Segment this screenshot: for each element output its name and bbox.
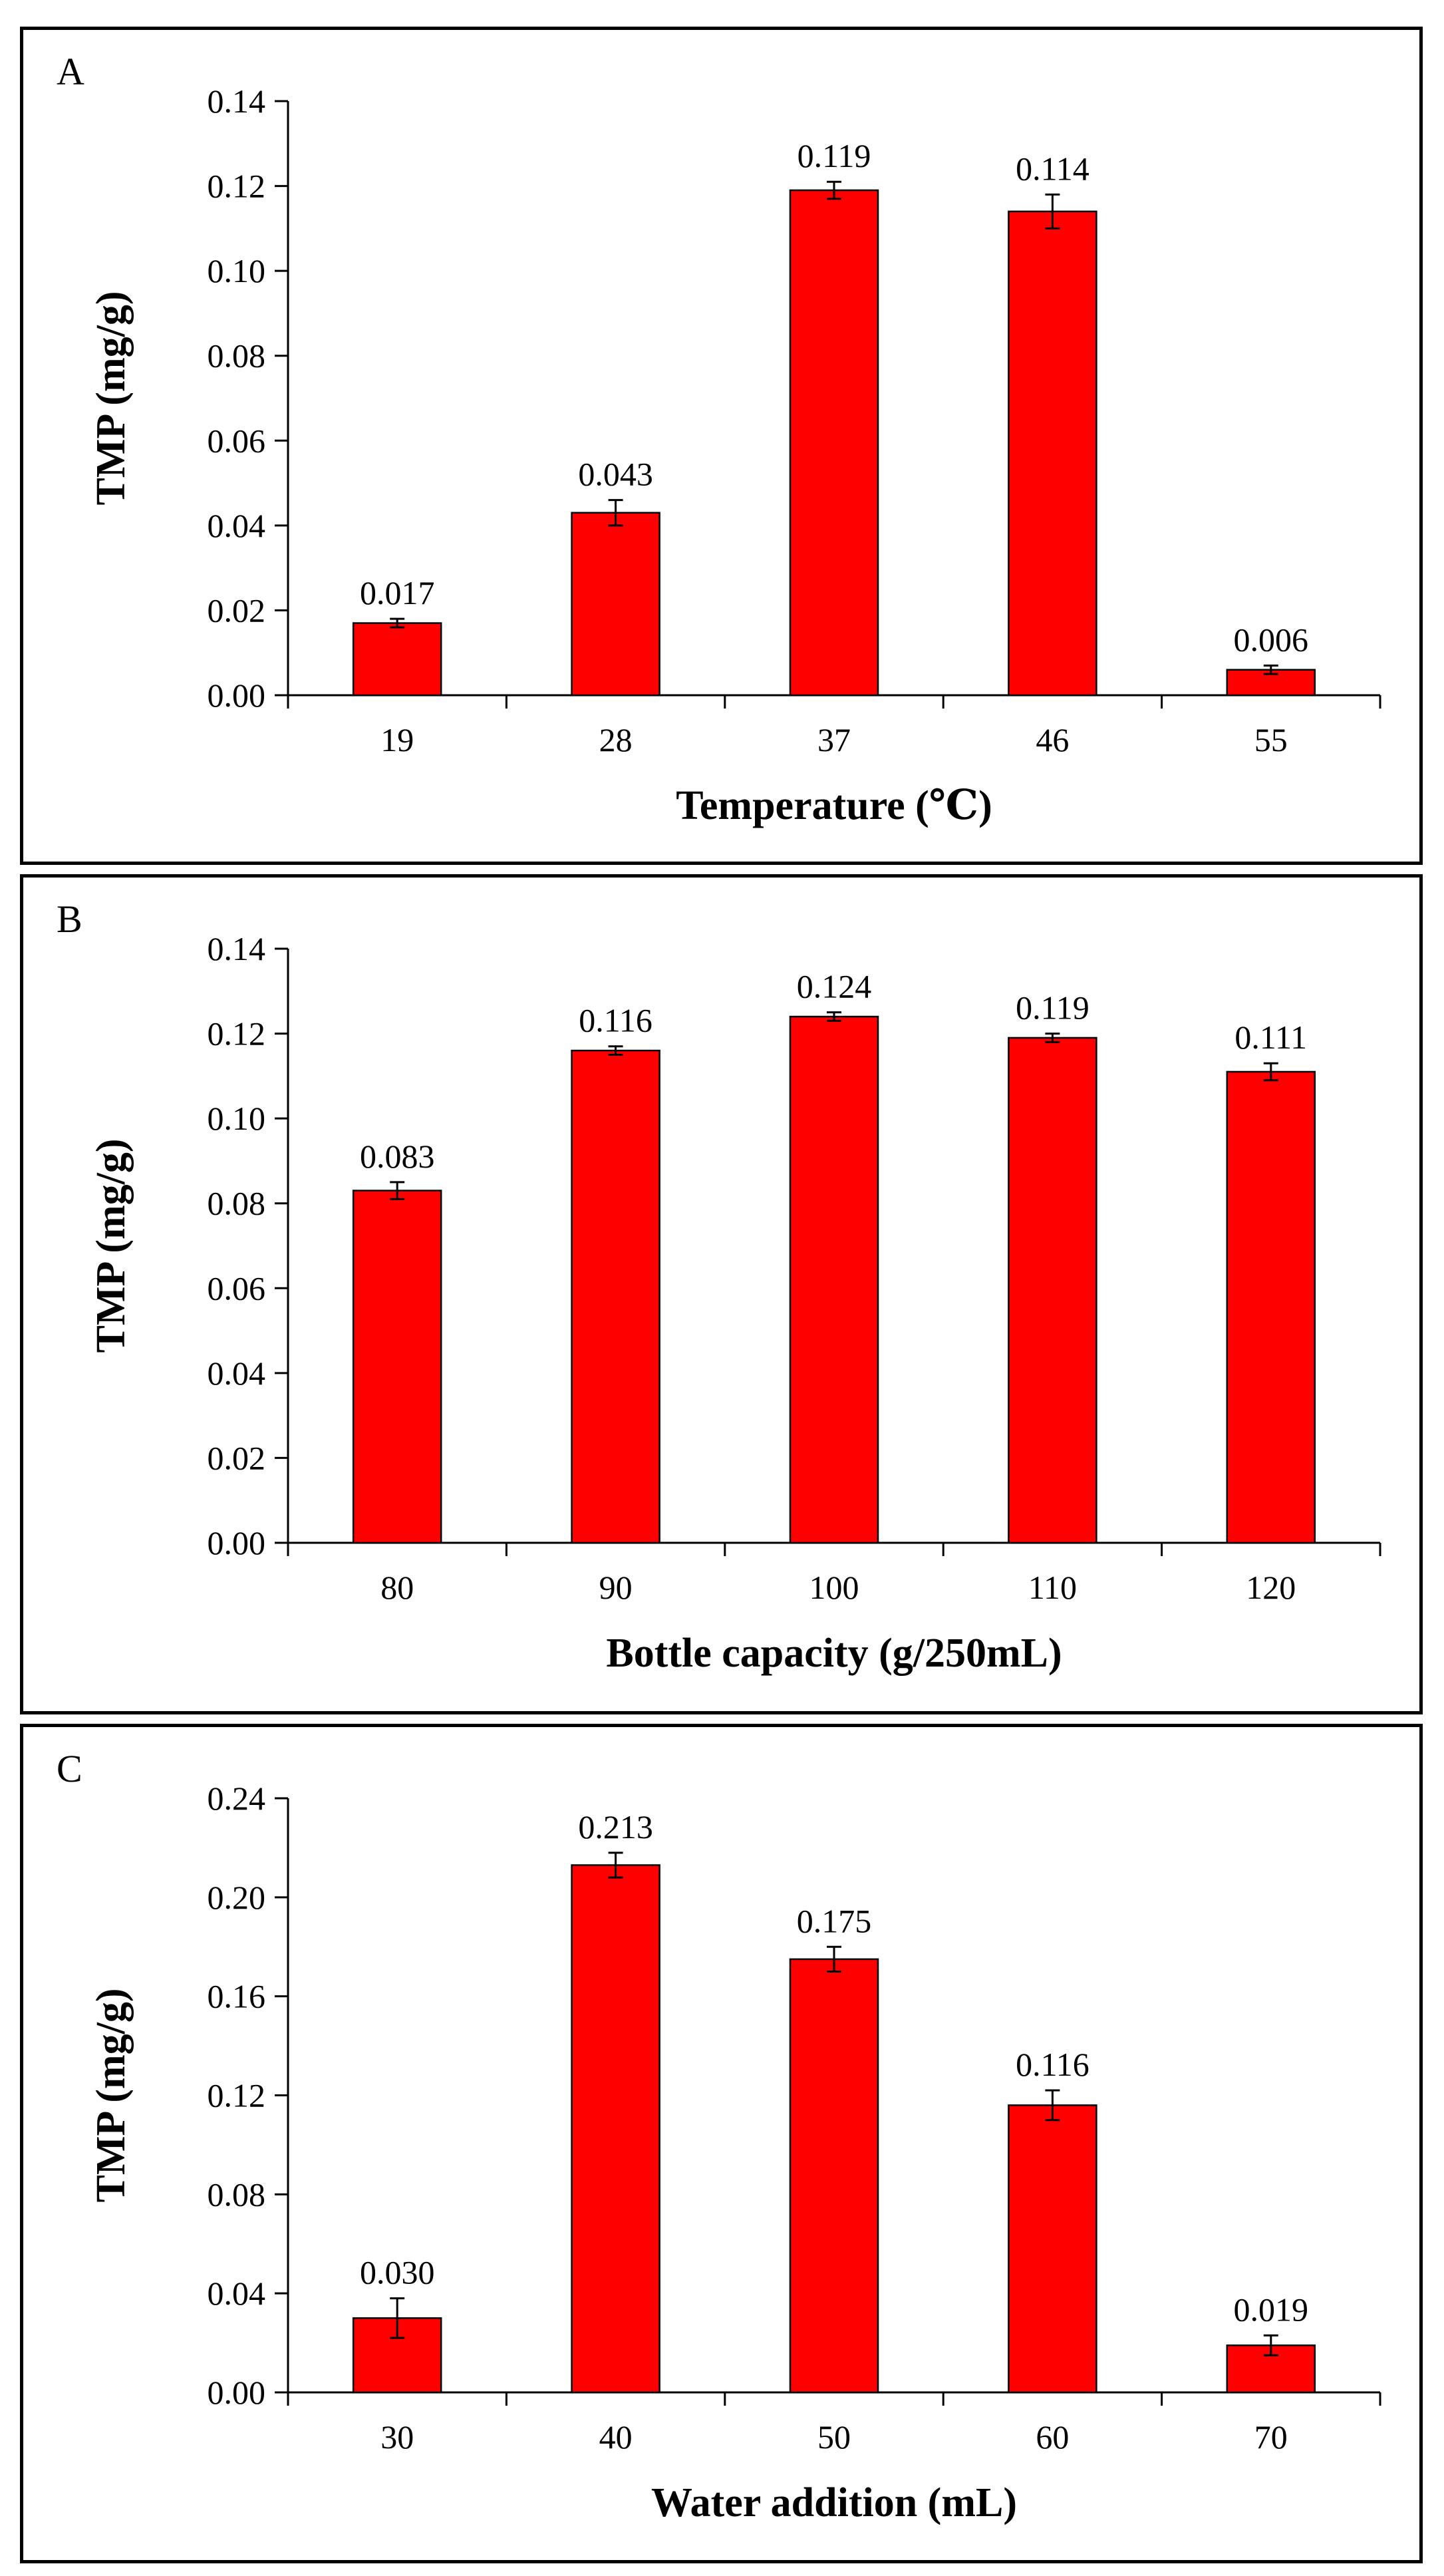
bar bbox=[1008, 1037, 1097, 1544]
x-tick-label: 60 bbox=[1036, 2418, 1069, 2456]
x-tick-label: 80 bbox=[380, 1569, 414, 1606]
bar bbox=[571, 1864, 660, 2394]
y-tick-label: 0.16 bbox=[208, 1978, 266, 2015]
bar bbox=[352, 622, 442, 697]
x-tick-label: 19 bbox=[380, 721, 414, 758]
x-tick-label: 120 bbox=[1246, 1569, 1296, 1606]
y-tick-label: 0.12 bbox=[208, 1015, 266, 1052]
panel-label: C bbox=[57, 1747, 82, 1790]
y-axis-title: TMP (mg/g) bbox=[88, 291, 134, 506]
y-tick-label: 0.20 bbox=[208, 1879, 266, 1916]
data-label: 0.043 bbox=[578, 456, 653, 493]
x-tick-label: 37 bbox=[817, 721, 851, 758]
panel-label: A bbox=[57, 50, 84, 93]
data-label: 0.111 bbox=[1234, 1019, 1307, 1056]
bar bbox=[789, 189, 879, 697]
chart-panel-a: A 0.00 0.02 0.04 0.06 0.08 0.10 0.12 0.14 0.017 19… bbox=[20, 27, 1423, 865]
x-tick-label: 70 bbox=[1254, 2418, 1288, 2456]
data-label: 0.083 bbox=[360, 1138, 435, 1175]
y-tick-label: 0.08 bbox=[208, 1185, 266, 1222]
y-tick-label: 0.02 bbox=[208, 1439, 266, 1476]
y-axis-title: TMP (mg/g) bbox=[88, 1139, 134, 1353]
bar bbox=[789, 1015, 879, 1544]
y-tick-label: 0.02 bbox=[208, 591, 266, 629]
x-tick-label: 55 bbox=[1254, 721, 1288, 758]
x-axis-title: Temperature (℃) bbox=[676, 783, 992, 828]
data-label: 0.017 bbox=[360, 574, 435, 611]
x-axis-title: Water addition (mL) bbox=[651, 2480, 1017, 2525]
x-tick-label: 50 bbox=[817, 2418, 851, 2456]
bar bbox=[789, 1958, 879, 2394]
y-tick-label: 0.08 bbox=[208, 2175, 266, 2213]
bar bbox=[1008, 2104, 1097, 2394]
data-label: 0.119 bbox=[1016, 989, 1089, 1027]
y-tick-label: 0.06 bbox=[208, 422, 266, 459]
data-label: 0.006 bbox=[1234, 621, 1309, 658]
x-tick-label: 46 bbox=[1036, 721, 1069, 758]
data-label: 0.019 bbox=[1234, 2291, 1309, 2328]
panel-label: B bbox=[57, 897, 82, 941]
x-tick-label: 40 bbox=[599, 2418, 633, 2456]
x-tick-label: 28 bbox=[599, 721, 633, 758]
y-tick-label: 0.00 bbox=[208, 2374, 266, 2411]
y-tick-label: 0.04 bbox=[208, 1355, 266, 1392]
bar bbox=[571, 512, 660, 697]
data-label: 0.030 bbox=[360, 2254, 435, 2291]
y-tick-label: 0.08 bbox=[208, 337, 266, 375]
y-axis-title: TMP (mg/g) bbox=[88, 1989, 134, 2203]
y-tick-label: 0.10 bbox=[208, 1100, 266, 1137]
x-axis-title: Bottle capacity (g/250mL) bbox=[606, 1631, 1062, 1676]
y-tick-label: 0.14 bbox=[208, 930, 266, 967]
y-tick-label: 0.04 bbox=[208, 507, 266, 544]
x-tick-label: 90 bbox=[599, 1569, 633, 1606]
y-tick-label: 0.12 bbox=[208, 2077, 266, 2114]
data-label: 0.116 bbox=[1016, 2046, 1089, 2083]
y-tick-label: 0.10 bbox=[208, 252, 266, 289]
y-tick-label: 0.14 bbox=[208, 82, 266, 120]
x-tick-label: 30 bbox=[380, 2418, 414, 2456]
data-label: 0.116 bbox=[579, 1002, 652, 1039]
chart-c: C 0.00 0.04 0.08 0.12 0.16 0.20 0.24 0.030 30 0.21… bbox=[57, 1747, 1381, 2525]
x-tick-label: 100 bbox=[809, 1569, 859, 1606]
data-label: 0.114 bbox=[1016, 150, 1089, 187]
bar bbox=[352, 1190, 442, 1544]
chart-panel-b: B 0.00 0.02 0.04 0.06 0.08 0.10 0.12 0.14 0.083 80… bbox=[20, 874, 1423, 1714]
y-tick-label: 0.06 bbox=[208, 1269, 266, 1307]
chart-b: B 0.00 0.02 0.04 0.06 0.08 0.10 0.12 0.14 0.083 80… bbox=[57, 897, 1381, 1676]
chart-a: A 0.00 0.02 0.04 0.06 0.08 0.10 0.12 0.14 0.017 19… bbox=[57, 50, 1381, 828]
data-label: 0.175 bbox=[797, 1902, 872, 1939]
y-tick-label: 0.00 bbox=[208, 1524, 266, 1561]
y-tick-label: 0.24 bbox=[208, 1780, 266, 1817]
data-label: 0.119 bbox=[797, 137, 871, 174]
data-label: 0.213 bbox=[578, 1808, 653, 1846]
data-label: 0.124 bbox=[797, 968, 872, 1005]
bar bbox=[571, 1049, 660, 1544]
y-tick-label: 0.04 bbox=[208, 2275, 266, 2312]
bar bbox=[1008, 210, 1097, 697]
x-tick-label: 110 bbox=[1028, 1569, 1077, 1606]
chart-panel-c: C 0.00 0.04 0.08 0.12 0.16 0.20 0.24 0.030 30 0.21… bbox=[20, 1724, 1423, 2563]
bar bbox=[1226, 1070, 1316, 1544]
y-tick-label: 0.00 bbox=[208, 677, 266, 714]
y-tick-label: 0.12 bbox=[208, 168, 266, 205]
